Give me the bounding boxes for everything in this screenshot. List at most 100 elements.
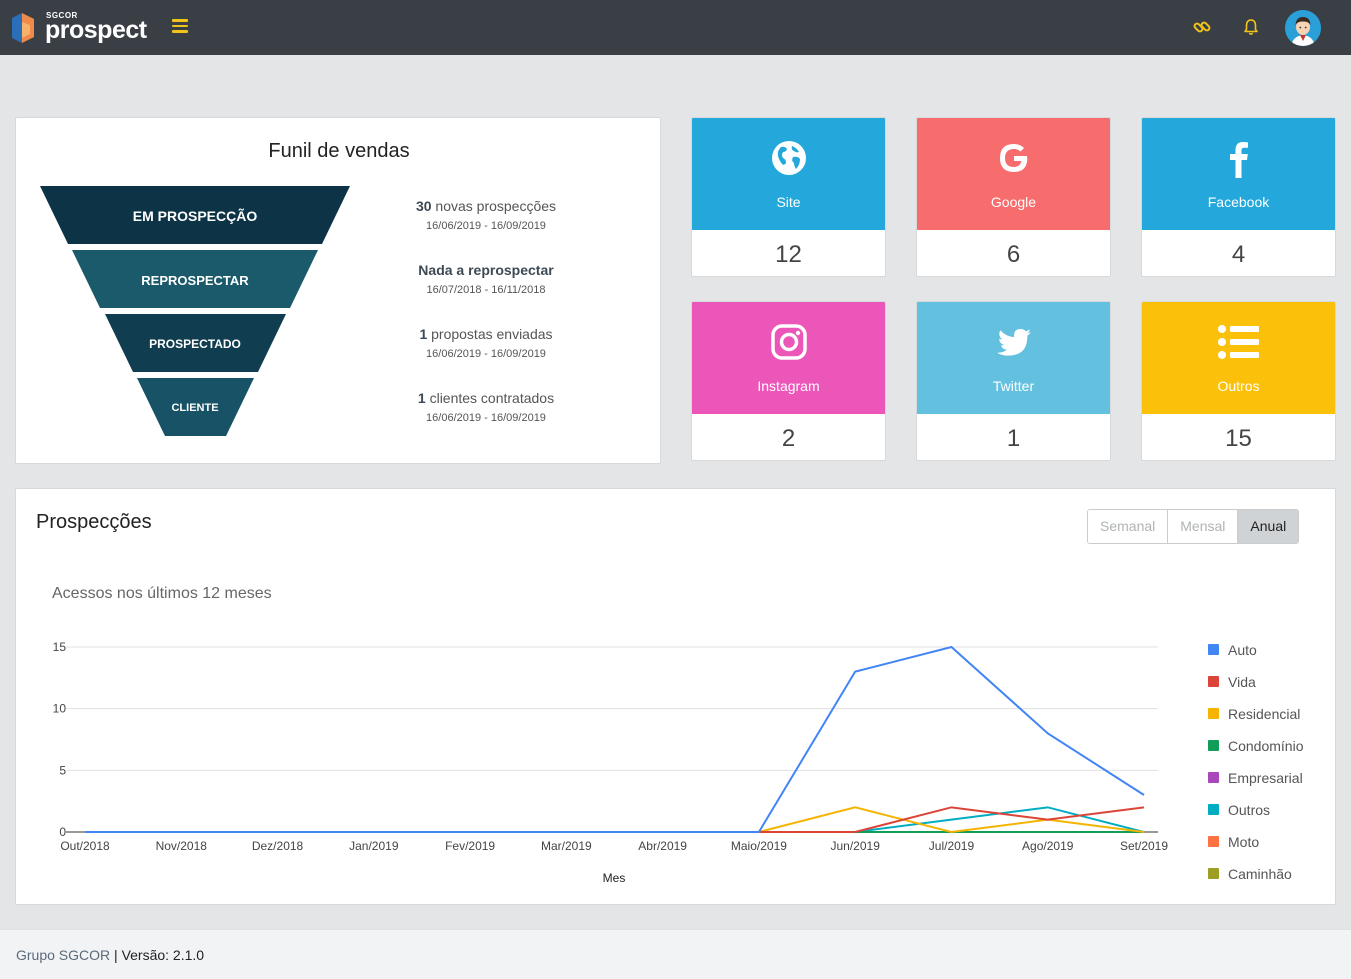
legend-swatch	[1208, 676, 1219, 687]
stat-text: propostas enviadas	[427, 326, 553, 342]
x-tick-label: Set/2019	[1120, 839, 1168, 853]
instagram-icon	[770, 324, 807, 360]
stat-dates: 16/07/2018 - 16/11/2018	[426, 284, 546, 296]
legend-swatch	[1208, 804, 1219, 815]
period-button-mensal[interactable]: Mensal	[1168, 510, 1239, 543]
stat-dates: 16/06/2019 - 16/09/2019	[426, 412, 546, 424]
tile-count: 15	[1225, 425, 1252, 452]
stat-count: 1	[419, 326, 428, 342]
legend-swatch	[1208, 772, 1219, 783]
tile-name: Google	[990, 194, 1037, 210]
funnel-label-reprospectar: REPROSPECTAR	[141, 273, 249, 288]
stat-count: 1	[417, 390, 426, 406]
legend-label: Auto	[1228, 642, 1257, 658]
x-tick-label: Abr/2019	[638, 839, 687, 853]
tile-count: 6	[1006, 241, 1021, 268]
link-icon[interactable]	[1192, 17, 1212, 37]
x-tick-label: Mar/2019	[541, 839, 592, 853]
tile-name: Facebook	[1207, 194, 1270, 210]
source-tile-instagram[interactable]: Instagram 2	[691, 301, 886, 461]
series-line-auto	[85, 645, 1145, 833]
tile-name: Site	[776, 194, 801, 210]
x-tick-label: Out/2018	[60, 839, 110, 853]
stat-count: 30	[415, 198, 432, 214]
legend-swatch	[1208, 644, 1219, 655]
logo-brand-small: SGCOR	[46, 11, 78, 20]
funnel-chart	[40, 186, 350, 436]
globe-icon	[771, 141, 806, 175]
legend-label: Outros	[1228, 802, 1270, 818]
funnel-label-prospectado: PROSPECTADO	[149, 337, 241, 351]
tile-count: 12	[775, 241, 802, 268]
period-toggle: Semanal Mensal Anual	[1087, 509, 1300, 544]
legend-label: Caminhão	[1228, 866, 1292, 882]
prospeccoes-line-chart: 0 5 10 15 Out/2018 Nov/2018 Dez/2018 Jan/2019 Fe…	[53, 640, 1304, 885]
stat-count: Nada a reprospectar	[418, 262, 554, 278]
footer: Grupo SGCOR | Versão: 2.1.0	[0, 929, 1351, 979]
prospeccoes-card: Prospecções Semanal Mensal Anual Acessos…	[15, 488, 1336, 905]
legend-label: Condomínio	[1228, 738, 1304, 754]
x-tick-label: Nov/2018	[156, 839, 208, 853]
logo-text: prospect	[45, 16, 147, 44]
stat-dates: 16/06/2019 - 16/09/2019	[426, 348, 546, 360]
logo[interactable]: SGCOR prospect	[8, 8, 148, 48]
x-tick-label: Jan/2019	[349, 839, 399, 853]
legend-swatch	[1208, 836, 1219, 847]
legend-label: Vida	[1228, 674, 1256, 690]
funnel-stage-em-prospeccao[interactable]	[40, 186, 350, 244]
tile-count: 2	[781, 425, 796, 452]
funnel-stat-novas: 30 novas prospecções 16/06/2019 - 16/09/…	[396, 198, 576, 232]
footer-company: Grupo SGCOR	[16, 947, 111, 963]
x-tick-label: Ago/2019	[1022, 839, 1074, 853]
funnel-stat-reprospectar: Nada a reprospectar 16/07/2018 - 16/11/2…	[396, 262, 576, 296]
legend-swatch	[1208, 740, 1219, 751]
facebook-icon	[1229, 142, 1248, 178]
user-avatar[interactable]	[1285, 10, 1321, 46]
top-navbar: SGCOR prospect	[0, 0, 1351, 55]
funnel-stage-cliente[interactable]	[137, 378, 254, 436]
legend-label: Residencial	[1228, 706, 1300, 722]
stat-text: novas prospecções	[431, 198, 557, 214]
funnel-stage-prospectado[interactable]	[105, 314, 286, 372]
x-tick-label: Maio/2019	[731, 839, 787, 853]
bell-icon[interactable]	[1241, 17, 1261, 37]
legend-label: Moto	[1228, 834, 1259, 850]
funnel-label-cliente: CLIENTE	[171, 402, 219, 414]
stat-text: clientes contratados	[425, 390, 555, 406]
footer-text: Grupo SGCOR | Versão: 2.1.0	[16, 947, 204, 963]
tile-header	[917, 302, 1110, 414]
funnel-stat-clientes: 1 clientes contratados 16/06/2019 - 16/0…	[396, 390, 576, 424]
funnel-stat-propostas: 1 propostas enviadas 16/06/2019 - 16/09/…	[396, 326, 576, 360]
source-tile-facebook[interactable]: Facebook 4	[1141, 117, 1336, 277]
period-button-semanal[interactable]: Semanal	[1088, 510, 1169, 543]
stat-dates: 16/06/2019 - 16/09/2019	[426, 220, 546, 232]
source-tile-google[interactable]: Google 6	[916, 117, 1111, 277]
y-tick-label: 5	[59, 763, 66, 777]
funnel-title: Funil de vendas	[268, 140, 410, 162]
x-tick-label: Dez/2018	[252, 839, 304, 853]
tile-count: 4	[1231, 241, 1246, 268]
tile-name: Outros	[1217, 378, 1260, 394]
source-tile-site[interactable]: Site 12	[691, 117, 886, 277]
y-tick-label: 0	[59, 825, 66, 839]
source-tile-outros[interactable]: Outros 15	[1141, 301, 1336, 461]
funnel-label-em-prospeccao: EM PROSPECÇÃO	[132, 208, 258, 224]
x-tick-label: Jul/2019	[929, 839, 975, 853]
tile-count: 1	[1006, 425, 1021, 452]
google-icon	[999, 144, 1027, 172]
funnel-stage-reprospectar[interactable]	[72, 250, 318, 308]
period-button-anual[interactable]: Anual	[1238, 510, 1299, 543]
footer-version: Versão: 2.1.0	[121, 947, 205, 963]
user-avatar-icon	[1285, 10, 1321, 46]
hamburger-icon[interactable]	[172, 19, 188, 33]
sales-funnel-card: Funil de vendas EM PROSPECÇÃO REPROSPECT…	[15, 117, 661, 464]
x-axis-label: Mes	[603, 871, 626, 885]
y-tick-label: 15	[53, 640, 67, 654]
logo-mark-icon	[12, 13, 34, 43]
legend-swatch	[1208, 868, 1219, 879]
source-tile-twitter[interactable]: Twitter 1	[916, 301, 1111, 461]
tile-name: Instagram	[757, 378, 820, 394]
twitter-icon	[996, 329, 1031, 356]
tile-header	[917, 118, 1110, 230]
tile-name: Twitter	[992, 378, 1035, 394]
